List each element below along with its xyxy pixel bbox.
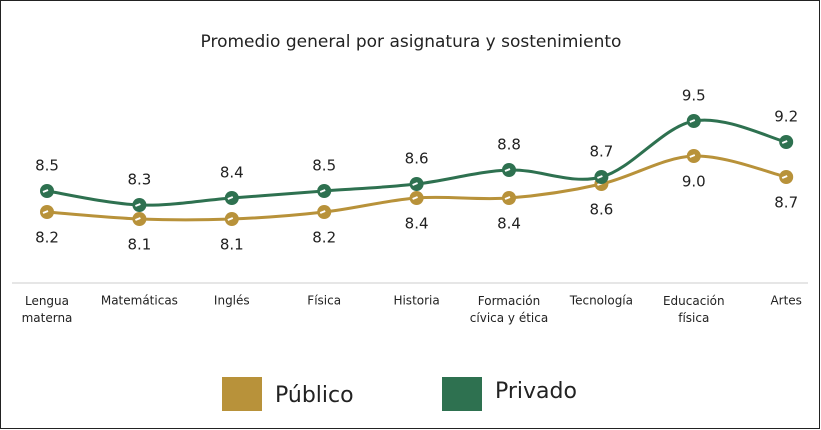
marker-highlight — [689, 119, 696, 123]
x-tick-label: Educación física — [663, 294, 725, 325]
marker-highlight — [689, 154, 696, 158]
marker — [40, 184, 54, 198]
x-tick-label-line: física — [678, 311, 709, 325]
marker — [409, 191, 424, 205]
x-tick-label: Inglés — [214, 294, 250, 308]
marker-highlight — [42, 189, 49, 193]
data-label: 8.4 — [497, 215, 521, 233]
marker — [779, 170, 794, 184]
x-tick-label: Tecnología — [569, 294, 633, 308]
data-label: 8.5 — [312, 157, 336, 175]
marker-highlight — [135, 217, 141, 221]
x-tick-label: Artes — [770, 294, 801, 308]
x-tick-label-line: cívica y ética — [470, 311, 548, 325]
legend-swatch — [442, 377, 482, 411]
chart-title: Promedio general por asignatura y sosten… — [201, 32, 622, 52]
marker — [224, 191, 239, 205]
marker — [502, 191, 516, 205]
marker — [40, 205, 54, 219]
data-label: 8.4 — [405, 215, 429, 233]
data-label: 8.2 — [312, 229, 336, 247]
marker — [317, 205, 332, 219]
legend-label: Público — [275, 383, 354, 408]
x-tick-label-line: Educación — [663, 294, 725, 308]
x-tick-label: Historia — [393, 294, 439, 308]
data-label: 8.4 — [220, 164, 244, 182]
legend-label: Privado — [495, 379, 577, 404]
x-tick-label: Física — [307, 294, 341, 308]
marker-highlight — [135, 203, 141, 207]
x-tick-label: Lengua materna — [22, 294, 73, 325]
marker-highlight — [781, 175, 788, 179]
data-label: 8.6 — [405, 150, 429, 168]
marker — [686, 114, 701, 128]
marker — [317, 184, 332, 198]
marker-highlight — [781, 140, 788, 144]
data-label: 9.5 — [682, 87, 706, 105]
data-label: 8.5 — [35, 157, 59, 175]
marker-highlight — [597, 175, 603, 179]
marker-highlight — [412, 196, 418, 200]
data-label: 9.2 — [774, 108, 798, 126]
data-label: 8.7 — [774, 194, 798, 212]
marker — [779, 135, 794, 149]
data-label: 8.1 — [220, 236, 244, 254]
data-label: 8.3 — [127, 171, 151, 189]
marker-highlight — [319, 189, 326, 193]
marker — [502, 163, 516, 177]
data-label: 9.0 — [682, 173, 706, 191]
data-label: 8.2 — [35, 229, 59, 247]
marker-highlight — [504, 168, 511, 172]
marker — [594, 170, 609, 184]
legend-swatch — [222, 377, 262, 411]
marker-highlight — [42, 210, 49, 214]
marker-highlight — [227, 196, 234, 200]
data-label: 8.7 — [589, 143, 613, 161]
x-tick-label-line: Formación — [478, 294, 540, 308]
marker-highlight — [227, 217, 234, 221]
x-tick-label-line: materna — [22, 311, 73, 325]
marker — [686, 149, 701, 163]
marker-highlight — [504, 196, 511, 200]
data-label: 8.1 — [127, 236, 151, 254]
marker — [224, 212, 239, 226]
marker — [132, 198, 147, 212]
marker — [409, 177, 424, 191]
x-tick-label-line: Lengua — [25, 294, 69, 308]
data-label: 8.8 — [497, 136, 521, 154]
marker — [132, 212, 147, 226]
x-tick-label: Matemáticas — [101, 294, 178, 308]
x-tick-label: Formación cívica y ética — [470, 294, 548, 325]
marker-highlight — [319, 210, 326, 214]
marker-highlight — [412, 182, 418, 186]
data-label: 8.6 — [589, 201, 613, 219]
